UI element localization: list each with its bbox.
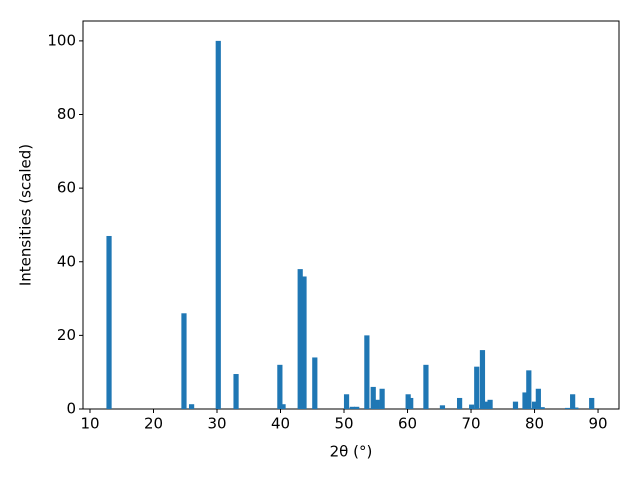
- x-tick-label: 70: [461, 415, 480, 433]
- bar: [487, 399, 493, 409]
- y-axis-label: Intensities (scaled): [17, 144, 35, 286]
- y-tick-label: 80: [57, 105, 76, 123]
- bar: [181, 313, 187, 409]
- bar: [354, 406, 360, 409]
- bar: [570, 394, 576, 409]
- bar: [277, 364, 283, 409]
- bar: [512, 401, 519, 409]
- bar: [535, 388, 541, 409]
- x-tick-label: 50: [334, 415, 353, 433]
- bar: [589, 397, 595, 409]
- bar: [423, 364, 429, 409]
- x-tick-label: 40: [271, 415, 290, 433]
- bar: [188, 404, 195, 409]
- bar: [301, 276, 307, 409]
- bar: [526, 370, 532, 409]
- bar: [233, 374, 239, 409]
- bar: [370, 386, 376, 409]
- bar: [456, 397, 463, 409]
- bar: [479, 350, 486, 409]
- y-tick-label: 100: [47, 31, 76, 49]
- bar: [539, 407, 545, 409]
- plot-frame: [82, 20, 620, 410]
- bar: [280, 404, 286, 409]
- x-axis-label: 2θ (°): [330, 443, 373, 461]
- bar: [106, 235, 112, 409]
- x-tick-label: 90: [588, 415, 607, 433]
- bar: [469, 404, 475, 409]
- bar: [349, 406, 355, 409]
- x-tick-label: 20: [144, 415, 163, 433]
- y-tick-label: 40: [57, 252, 76, 270]
- bar: [474, 366, 480, 409]
- bar: [564, 407, 571, 409]
- bar: [483, 401, 489, 409]
- bar: [312, 357, 318, 409]
- bar: [215, 40, 221, 409]
- y-tick-label: 60: [57, 179, 76, 197]
- bar: [297, 269, 303, 409]
- x-tick-label: 30: [207, 415, 226, 433]
- bar: [531, 401, 538, 409]
- bar: [408, 397, 414, 409]
- x-tick-label: 80: [525, 415, 544, 433]
- bar: [573, 407, 579, 409]
- x-tick-label: 60: [398, 415, 417, 433]
- bar: [374, 399, 380, 409]
- y-tick-label: 0: [66, 400, 76, 418]
- bar: [343, 394, 350, 409]
- x-tick-label: 10: [80, 415, 99, 433]
- bar: [439, 405, 446, 409]
- bar: [364, 335, 370, 409]
- y-tick-label: 20: [57, 326, 76, 344]
- bar: [379, 388, 385, 409]
- bar: [522, 392, 528, 409]
